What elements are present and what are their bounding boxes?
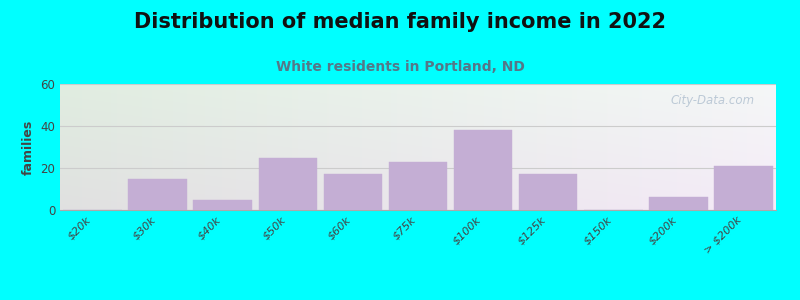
Bar (454, 130, 512, 210)
Bar (649, 197, 708, 210)
Bar (128, 178, 187, 210)
Bar (194, 200, 252, 210)
Text: Distribution of median family income in 2022: Distribution of median family income in … (134, 12, 666, 32)
Text: City-Data.com: City-Data.com (670, 94, 754, 107)
Y-axis label: families: families (22, 119, 34, 175)
Bar (258, 158, 317, 210)
Bar (519, 174, 578, 210)
Bar (389, 162, 447, 210)
Bar (714, 166, 773, 210)
Bar (324, 174, 382, 210)
Text: White residents in Portland, ND: White residents in Portland, ND (275, 60, 525, 74)
